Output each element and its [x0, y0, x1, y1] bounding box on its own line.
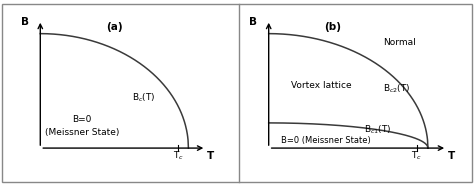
Text: T: T [207, 151, 214, 161]
Text: (b): (b) [324, 22, 341, 32]
Text: B=0 (Meissner State): B=0 (Meissner State) [282, 136, 371, 145]
Text: (a): (a) [106, 22, 123, 32]
Text: T$_c$: T$_c$ [173, 150, 183, 162]
Text: B$_c$(T): B$_c$(T) [132, 92, 156, 104]
Text: B=0: B=0 [72, 115, 91, 124]
Text: B$_{c1}$(T): B$_{c1}$(T) [364, 124, 392, 136]
Text: B$_{c2}$(T): B$_{c2}$(T) [383, 82, 411, 95]
Text: T$_c$: T$_c$ [411, 150, 422, 162]
Text: B: B [21, 17, 29, 27]
Text: Normal: Normal [383, 38, 416, 47]
Text: B: B [249, 17, 257, 27]
Text: T: T [448, 151, 456, 161]
Text: Vortex lattice: Vortex lattice [291, 81, 352, 90]
Text: (Meissner State): (Meissner State) [45, 128, 119, 137]
